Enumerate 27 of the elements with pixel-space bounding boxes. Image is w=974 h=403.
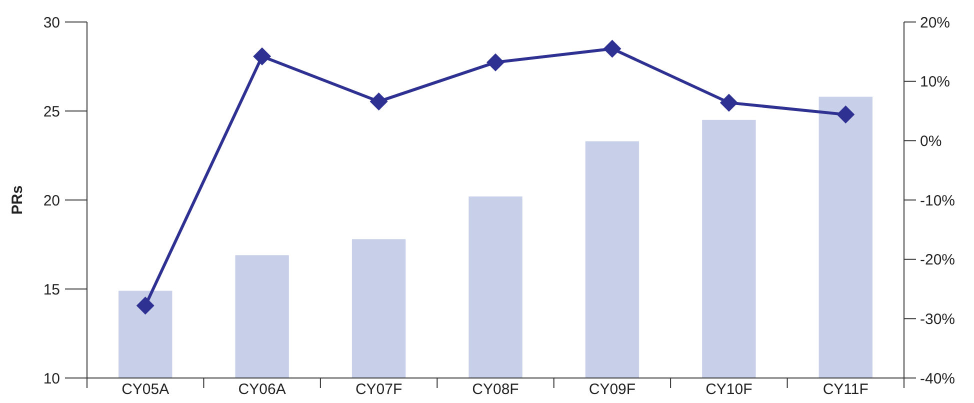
x-tick-label: CY07F <box>355 381 402 398</box>
point <box>486 53 504 72</box>
x-tick-label: CY09F <box>588 381 636 398</box>
y-tick-label: 10 <box>43 370 60 388</box>
x-tick-label: CY10F <box>706 381 752 398</box>
point <box>253 47 272 66</box>
point <box>836 106 855 124</box>
point <box>136 296 154 315</box>
y2-tick-label: 10% <box>920 74 950 91</box>
y-tick-label: 20 <box>43 192 60 210</box>
x-tick-label: CY06A <box>238 381 286 398</box>
x-tick-label: CY05A <box>122 381 170 398</box>
y2-tick-label: -40% <box>920 370 956 388</box>
y2-tick-label: 0% <box>920 132 942 150</box>
x-tick-label: CY08F <box>472 381 519 398</box>
y-axis-title: PRs <box>9 185 26 215</box>
y-tick-label: 15 <box>43 281 60 298</box>
y2-tick-label: -30% <box>920 310 956 328</box>
point <box>603 40 622 58</box>
y2-tick-label: -10% <box>920 192 956 210</box>
y2-tick-label: 20% <box>920 14 950 32</box>
point <box>720 94 738 112</box>
y2-tick-label: -20% <box>920 252 956 269</box>
y-tick-label: 25 <box>43 103 60 120</box>
point <box>370 92 388 111</box>
y-tick-label: 30 <box>43 14 60 32</box>
x-tick-label: CY11F <box>822 381 868 398</box>
